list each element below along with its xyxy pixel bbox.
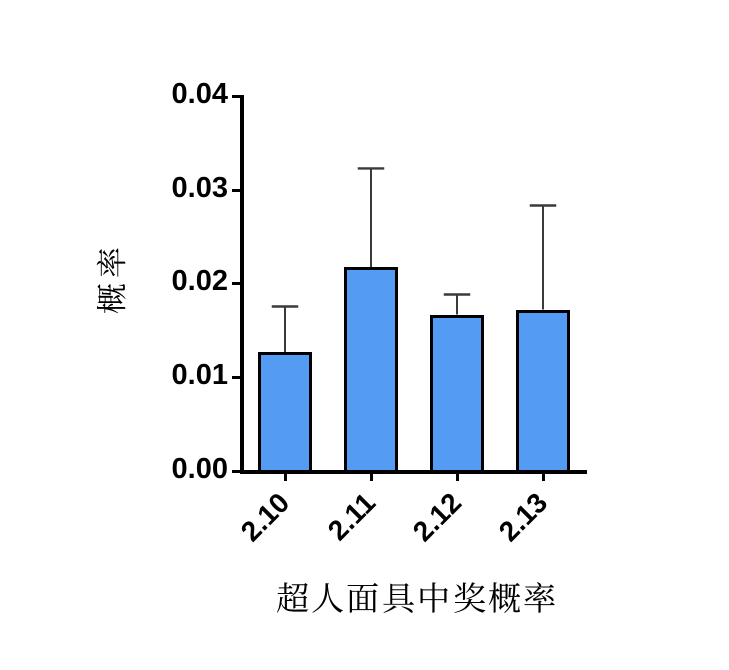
- svg-text:2.12: 2.12: [407, 487, 467, 547]
- svg-text:2.10: 2.10: [235, 487, 295, 547]
- svg-text:2.13: 2.13: [493, 487, 553, 547]
- svg-text:2.11: 2.11: [322, 487, 381, 546]
